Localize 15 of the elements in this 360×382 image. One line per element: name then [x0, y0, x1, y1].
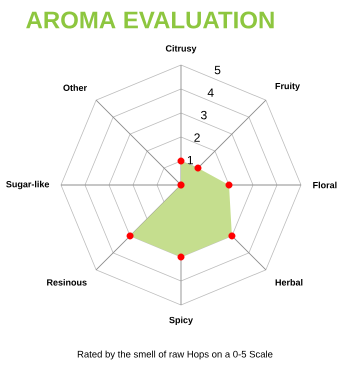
y-tick-label: 4: [208, 88, 214, 97]
y-tick-label: 5: [214, 66, 220, 74]
spoke-label: Floral: [313, 182, 336, 188]
spoke-label: Herbal: [276, 278, 302, 286]
spoke-label: Spicy: [169, 316, 193, 325]
chart-title: AROMA EVALUATION: [26, 12, 274, 28]
text: Rated by the smell of raw Hops on a 0-5 Scale: [78, 350, 272, 360]
spoke-label: Other: [63, 84, 87, 92]
y-tick-label: 2: [194, 133, 200, 142]
spoke-label: Citrusy: [166, 45, 196, 54]
y-tick-label: 3: [201, 110, 207, 120]
spoke-label: Fruity: [276, 82, 300, 91]
spoke-label: Resinous: [47, 278, 87, 286]
spoke-label: Sugar-like: [6, 180, 50, 190]
y-tick-label: 1: [188, 156, 193, 164]
